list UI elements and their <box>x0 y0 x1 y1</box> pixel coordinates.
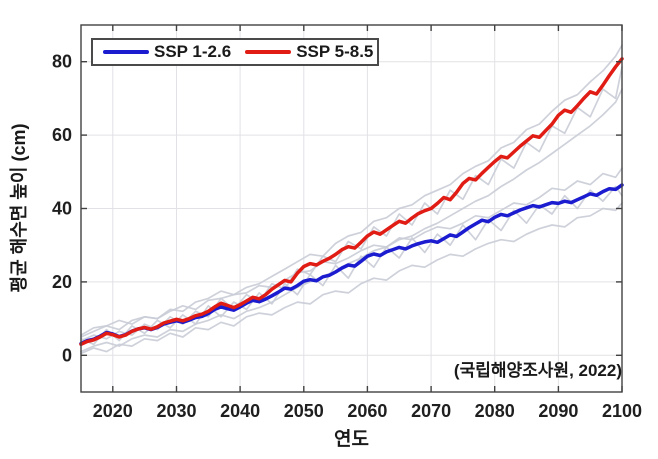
ensemble-line-ensemble <box>80 66 623 342</box>
series-line-ssp585 <box>79 57 624 347</box>
y-tick-label: 40 <box>52 199 72 219</box>
x-tick-label: 2090 <box>538 401 578 421</box>
legend-label-ssp585: SSP 5-8.5 <box>296 42 374 61</box>
y-tick-label: 0 <box>62 345 72 365</box>
x-tick-label: 2100 <box>602 401 642 421</box>
x-tick-label: 2030 <box>156 401 196 421</box>
ensemble-line-ensemble <box>80 88 623 353</box>
y-tick-label: 60 <box>52 125 72 145</box>
ensemble-line-ensemble <box>80 167 623 336</box>
x-tick-label: 2060 <box>347 401 387 421</box>
x-tick-label: 2080 <box>475 401 515 421</box>
y-tick-label: 20 <box>52 272 72 292</box>
legend-item-ssp585: SSP 5-8.5 <box>245 42 373 62</box>
legend-label-ssp126: SSP 1-2.6 <box>154 42 232 61</box>
x-tick-label: 2050 <box>284 401 324 421</box>
ensemble-line-ensemble <box>80 202 623 355</box>
ensemble-line-ensemble <box>80 44 623 338</box>
source-annotation: (국립해양조사원, 2022) <box>453 361 622 380</box>
y-axis-label: 평균 해수면 높이 (cm) <box>9 123 29 293</box>
x-tick-label: 2070 <box>411 401 451 421</box>
x-tick-label: 2040 <box>220 401 260 421</box>
legend: SSP 1-2.6 SSP 5-8.5 <box>91 38 379 66</box>
legend-item-ssp126: SSP 1-2.6 <box>103 42 231 62</box>
x-tick-label: 2020 <box>93 401 133 421</box>
legend-swatch-ssp585-line <box>245 50 292 54</box>
y-tick-label: 80 <box>52 52 72 72</box>
legend-swatch-ssp126-line <box>103 50 149 54</box>
x-axis-label: 연도 <box>334 429 369 450</box>
